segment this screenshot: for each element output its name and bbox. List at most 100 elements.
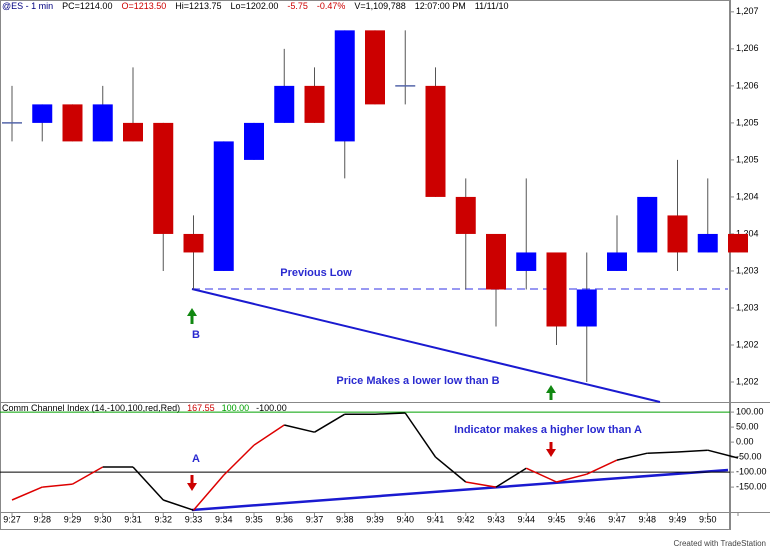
annotation: B [192,329,200,341]
indicator-line [163,499,194,511]
header: @ES - 1 min PC=1214.00 O=1213.50 Hi=1213.75… [2,1,508,11]
annotation: Previous Low [280,267,352,279]
y-tick-label: 1,202 [736,339,759,349]
down-arrow [187,475,197,491]
indicator-line [11,486,43,501]
indicator-line [223,444,255,476]
candle-body [62,104,83,142]
candle-body [546,252,567,327]
indicator-line [132,466,164,501]
candle-body [728,233,748,253]
indicator-line [253,424,285,446]
y-tick-label: -150.00 [736,481,767,491]
indicator-header: Comm Channel Index (14,-100,100,red,Red)… [2,403,287,413]
header-item: Hi=1213.75 [175,1,221,11]
x-tick-label: 9:44 [517,514,535,524]
y-tick-label: 1,203 [736,265,759,275]
indicator-line [556,473,587,483]
indicator-line [314,413,346,433]
annotation: A [192,453,200,465]
x-tick-label: 9:48 [638,514,656,524]
indicator-line [72,466,104,485]
candle-body [123,122,143,142]
x-tick-label: 9:49 [669,514,687,524]
header-item: -5.75 [287,1,308,11]
candle-body [244,122,264,160]
x-tick-label: 9:42 [457,514,475,524]
x-tick-label: 9:50 [699,514,717,524]
indicator-line [586,459,618,475]
x-tick-label: 9:30 [94,514,112,524]
x-tick-label: 9:28 [33,514,51,524]
y-tick-label: 1,206 [736,80,759,90]
x-tick-label: 9:35 [245,514,263,524]
candle-body [667,215,688,253]
header-item: PC=1214.00 [62,1,112,11]
indicator-line [192,474,225,511]
x-tick-label: 9:46 [578,514,596,524]
indicator-value: -100.00 [256,403,287,413]
indicator-value: 167.55 [187,403,215,413]
indicator-line [374,412,406,415]
header-item: 11/11/10 [475,1,509,11]
candle-body [274,85,295,123]
candle-body [304,85,325,123]
indicator-line [677,449,708,453]
annotation: Price Makes a lower low than B [336,375,499,387]
y-tick-label: 1,204 [736,191,759,201]
x-tick-label: 9:31 [124,514,142,524]
y-tick-label: 1,204 [736,228,759,238]
x-tick-label: 9:39 [366,514,384,524]
x-tick-label: 9:43 [487,514,505,524]
indicator-line [525,467,557,483]
x-tick-label: 9:38 [336,514,354,524]
header-item: Lo=1202.00 [231,1,279,11]
indicator-line [495,467,527,488]
indicator-line [284,424,315,433]
x-tick-label: 9:41 [427,514,445,524]
x-tick-label: 9:32 [154,514,172,524]
y-tick-label: 50.00 [736,421,759,431]
y-tick-label: 1,202 [736,376,759,386]
price-trend-line [191,288,661,403]
indicator-line [404,412,437,458]
candle-body [32,104,53,123]
candle-body [455,196,476,234]
x-tick-label: 9:47 [608,514,626,524]
x-tick-label: 9:40 [396,514,414,524]
indicator-trend-line [191,468,729,512]
annotation: Indicator makes a higher low than A [454,424,642,436]
header-item: -0.47% [317,1,346,11]
candle-body [92,104,113,142]
indicator-line [42,483,73,488]
candle-body [153,122,174,234]
header-item: V=1,109,788 [354,1,405,11]
y-tick-label: 1,207 [736,6,759,16]
candle-body [213,141,234,271]
down-arrow [546,442,556,457]
footer: Created with TradeStation [674,539,767,548]
up-arrow [187,308,197,324]
indicator-value: 100.00 [222,403,250,413]
y-tick-label: -50.00 [736,451,762,461]
indicator-line [707,449,739,459]
y-tick-label: 1,205 [736,117,759,127]
indicator-line [435,456,467,483]
header-item: 12:07:00 PM [415,1,466,11]
y-tick-label: -100.00 [736,466,767,476]
indicator-line [647,451,678,454]
x-tick-label: 9:45 [548,514,566,524]
y-tick-label: 0.00 [736,436,754,446]
candle-body [334,30,355,142]
candle-body [637,196,658,253]
indicator-line [465,481,497,488]
y-tick-label: 1,206 [736,43,759,53]
candle-body [365,30,385,105]
candle-body [607,252,627,271]
header-item: O=1213.50 [121,1,166,11]
candle-body [425,85,446,197]
indicator-title: Comm Channel Index (14,-100,100,red,Red) [2,403,180,413]
candle-body [516,252,537,271]
